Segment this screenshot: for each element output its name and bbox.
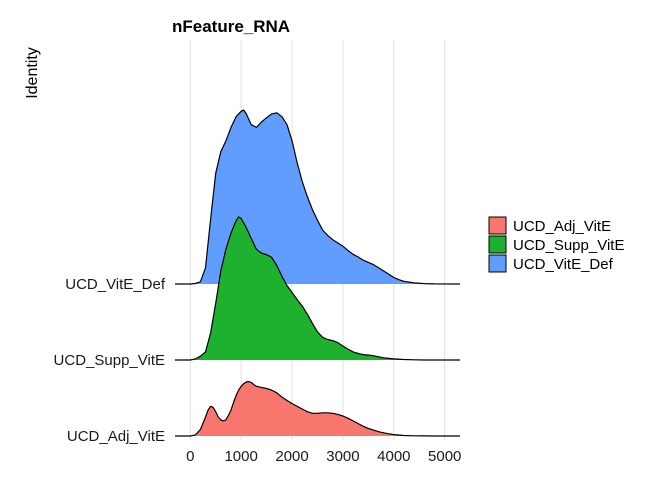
legend-key-UCD_Adj_VitE: [488, 216, 507, 235]
ridge-layer: [175, 109, 461, 437]
y-tick-label-UCD_Adj_VitE: UCD_Adj_VitE: [67, 428, 165, 445]
ridge-fill-UCD_Adj_VitE: [175, 381, 460, 436]
legend-key-UCD_VitE_Def: [488, 254, 507, 273]
x-tick-label-4000: 4000: [377, 448, 410, 465]
x-tick-label-0: 0: [186, 448, 194, 465]
chart-title: nFeature_RNA: [172, 17, 290, 36]
y-axis-label: Identity: [24, 47, 41, 99]
ridge-line-UCD_Supp_VitE: [175, 216, 460, 361]
ridge-fill-UCD_VitE_Def: [175, 110, 460, 284]
legend-label-UCD_Adj_VitE: UCD_Adj_VitE: [513, 218, 611, 235]
legend-key-UCD_Supp_VitE: [488, 235, 507, 254]
legend-label-UCD_VitE_Def: UCD_VitE_Def: [513, 256, 614, 273]
ridge-fill-UCD_Supp_VitE: [175, 216, 460, 360]
x-tick-label-5000: 5000: [428, 448, 461, 465]
legend: UCD_Adj_VitE UCD_Supp_VitE UCD_VitE_Def: [488, 216, 624, 273]
y-tick-labels: UCD_Adj_VitE UCD_Supp_VitE UCD_VitE_Def: [54, 276, 166, 445]
y-tick-label-UCD_VitE_Def: UCD_VitE_Def: [65, 276, 166, 293]
x-tick-label-1000: 1000: [224, 448, 257, 465]
ridge-line-UCD_Adj_VitE: [175, 380, 460, 437]
legend-label-UCD_Supp_VitE: UCD_Supp_VitE: [513, 237, 624, 254]
ridge-line-UCD_VitE_Def: [175, 109, 461, 285]
x-tick-labels: 0 1000 2000 3000 4000 5000: [186, 448, 461, 465]
x-tick-label-3000: 3000: [326, 448, 359, 465]
x-tick-label-2000: 2000: [275, 448, 308, 465]
y-tick-label-UCD_Supp_VitE: UCD_Supp_VitE: [54, 352, 165, 369]
